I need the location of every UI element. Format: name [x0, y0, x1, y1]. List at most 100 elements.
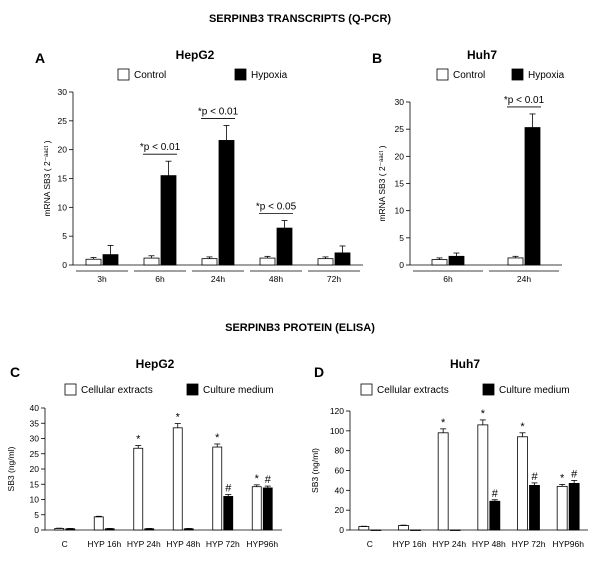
panel-c: C HepG2 Cellular extracts Culture medium 0 5 1… [6, 357, 282, 549]
bar-d-s1 [517, 436, 528, 531]
significance-mark: # [571, 468, 578, 480]
legend-label-2: Culture medium [203, 385, 274, 396]
y-tick-label: 40 [335, 485, 345, 495]
x-tick-label: HYP 16h [393, 539, 427, 549]
bar-b-s1 [507, 257, 524, 266]
bar-b-s2 [448, 255, 465, 266]
x-tick-label: HYP 72h [512, 539, 546, 549]
bar-c-s2 [183, 528, 194, 531]
y-tick-label: 10 [58, 202, 68, 212]
y-axis-label: SB3 (ng/ml) [310, 448, 320, 493]
y-tick-label: 5 [399, 233, 404, 243]
x-tick-label: 48h [269, 274, 283, 284]
legend-swatch-1 [360, 383, 373, 396]
significance-mark: # [265, 474, 272, 486]
y-axis-label: SB3 (ng/ml) [6, 446, 16, 491]
legend-swatch-2 [186, 383, 199, 396]
bar-d-s1 [398, 525, 409, 531]
bar-a-s2 [276, 227, 293, 266]
y-tick-label: 15 [395, 179, 405, 189]
bar-c-s1 [172, 427, 183, 531]
legend-label-2: Hypoxia [251, 70, 288, 81]
bar-d-s1 [358, 526, 370, 531]
significance-mark: * [255, 473, 260, 485]
annotation-label: *p < 0.01 [198, 106, 239, 117]
annotation-label: *p < 0.01 [140, 142, 181, 153]
significance-mark: * [136, 434, 141, 446]
panel-letter: D [314, 364, 324, 380]
significance-mark: # [492, 488, 499, 500]
panel-a: A HepG2 Control Hypoxia 0 5 10 15 20 25 30 mRNA SB3… [35, 48, 363, 284]
x-tick-label: HYP96h [552, 539, 584, 549]
bar-a-s2 [218, 140, 235, 266]
bar-c-s1 [212, 446, 223, 531]
legend-swatch-2 [511, 68, 524, 81]
y-tick-label: 20 [395, 151, 405, 161]
bar-c-s2 [262, 487, 273, 531]
significance-mark: * [176, 412, 181, 424]
x-tick-label: C [367, 539, 373, 549]
annotation-label: *p < 0.05 [256, 202, 297, 213]
y-tick-label: 5 [62, 231, 67, 241]
transcripts-heading: SERPINB3 TRANSCRIPTS (Q-PCR) [209, 13, 391, 25]
protein-heading: SERPINB3 PROTEIN (ELISA) [225, 322, 375, 334]
y-tick-label: 20 [58, 145, 68, 155]
legend-swatch-2 [234, 68, 247, 81]
bar-c-s2 [104, 528, 115, 531]
legend-label-1: Control [453, 70, 485, 81]
bar-c-s1 [54, 528, 65, 531]
bar-d-s2 [449, 529, 461, 531]
x-tick-label: C [62, 539, 68, 549]
y-tick-label: 35 [30, 418, 40, 428]
y-tick-label: 30 [58, 87, 68, 97]
annotation-label: *p < 0.01 [504, 95, 545, 106]
legend-label-1: Cellular extracts [81, 385, 153, 396]
x-tick-label: 6h [443, 274, 453, 284]
x-tick-label: HYP 48h [166, 539, 200, 549]
x-tick-label: HYP 72h [206, 539, 240, 549]
x-tick-label: 24h [517, 274, 531, 284]
legend-label-2: Culture medium [499, 385, 570, 396]
y-tick-label: 0 [399, 260, 404, 270]
x-tick-label: 72h [327, 274, 341, 284]
y-tick-label: 5 [34, 510, 39, 520]
y-tick-label: 10 [395, 206, 405, 216]
y-tick-label: 20 [335, 505, 345, 515]
significance-mark: # [225, 483, 232, 495]
significance-mark: * [215, 432, 220, 444]
y-tick-label: 30 [30, 434, 40, 444]
x-tick-label: 6h [155, 274, 165, 284]
bar-d-s2 [489, 500, 501, 531]
significance-mark: * [441, 417, 446, 429]
legend-swatch-1 [117, 68, 130, 81]
y-tick-label: 25 [395, 124, 405, 134]
significance-mark: # [531, 471, 538, 483]
significance-mark: * [520, 421, 525, 433]
y-tick-label: 25 [58, 116, 68, 126]
legend-swatch-2 [482, 383, 495, 396]
y-axis-label: mRNA SB3 ( 2⁻ᵃᵃᶜᵗ ) [377, 145, 387, 221]
bar-a-s1 [85, 258, 102, 266]
y-tick-label: 0 [62, 260, 67, 270]
bar-c-s2 [65, 528, 76, 531]
panel-title: HepG2 [136, 357, 175, 371]
bar-d-s2 [370, 529, 382, 531]
bar-d-s2 [410, 529, 421, 531]
bar-c-s1 [133, 447, 144, 531]
legend-label-1: Control [134, 70, 166, 81]
y-tick-label: 100 [330, 426, 344, 436]
bar-a-s1 [317, 258, 334, 266]
bar-a-s1 [201, 258, 218, 266]
bar-a-s2 [160, 175, 177, 266]
x-tick-label: HYP 24h [127, 539, 161, 549]
bar-a-s1 [259, 257, 276, 266]
y-tick-label: 60 [335, 466, 345, 476]
panel-title: Huh7 [450, 357, 480, 371]
bar-d-s2 [568, 482, 580, 531]
legend-label-2: Hypoxia [528, 70, 565, 81]
x-tick-label: HYP 24h [432, 539, 466, 549]
x-tick-label: 3h [97, 274, 107, 284]
significance-mark: * [481, 408, 486, 420]
bar-b-s2 [524, 127, 541, 266]
